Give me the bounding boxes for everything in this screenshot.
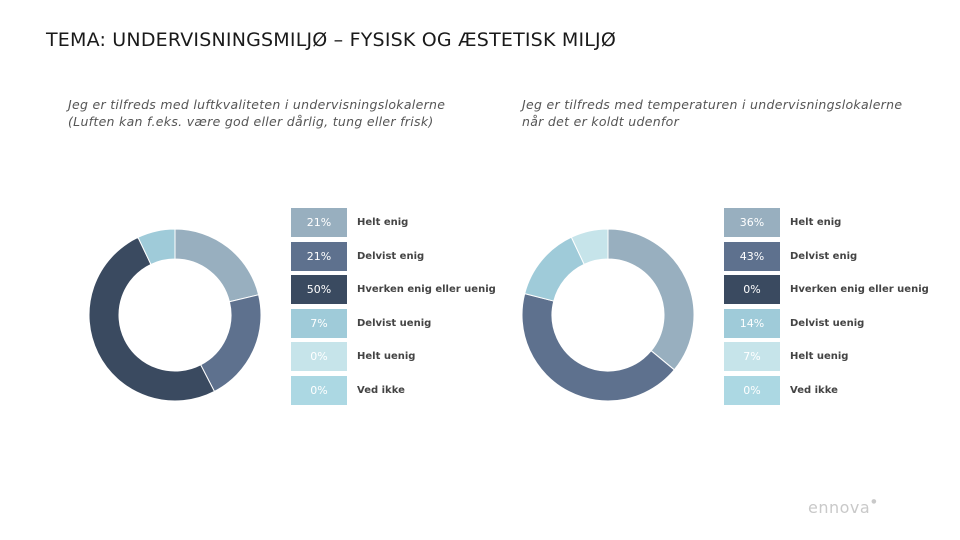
chart-title-air-quality: Jeg er tilfreds med luftkvaliteten i und…	[68, 96, 488, 130]
legend-value-label: 0%	[724, 375, 780, 405]
donut-chart-temperature	[521, 228, 695, 402]
legend-value-label: 50%	[291, 275, 347, 304]
chart-title-line: Jeg er tilfreds med luftkvaliteten i und…	[68, 97, 446, 112]
legend-row-ved-ikke: 0% Ved ikke	[724, 375, 924, 405]
legend-category-label: Ved ikke	[357, 384, 405, 396]
donut-slice-helt-enig	[174, 228, 260, 303]
legend-row-hverken-enig-eller-uenig: 0% Hverken enig eller uenig	[724, 275, 929, 304]
legend-category-label: Hverken enig eller uenig	[790, 284, 929, 295]
legend-row-helt-uenig: 7% Helt uenig	[724, 342, 924, 371]
chart-title-line: Jeg er tilfreds med temperaturen i under…	[522, 97, 903, 112]
legend-row-hverken-enig-eller-uenig: 50% Hverken enig eller uenig	[291, 275, 496, 304]
donut-slice-delvist-uenig	[137, 228, 176, 266]
legend-row-delvist-enig: 21% Delvist enig	[291, 241, 491, 271]
legend-value-label: 0%	[291, 375, 347, 405]
legend-category-label: Ved ikke	[790, 384, 838, 396]
legend-category-label: Helt enig	[357, 217, 409, 228]
logo-text: ennova	[808, 498, 871, 517]
legend-category-label: Helt enig	[790, 217, 842, 228]
legend-value-label: 7%	[291, 308, 347, 338]
donut-chart-air-quality	[88, 228, 262, 402]
ennova-logo: ennova●	[808, 498, 877, 517]
legend-category-label: Delvist enig	[790, 250, 858, 262]
chart-title-line: når det er koldt udenfor	[522, 114, 680, 129]
legend-category-label: Helt uenig	[357, 351, 416, 362]
chart-title-line: (Luften kan f.eks. være god eller dårlig…	[68, 114, 434, 129]
legend-value-label: 0%	[291, 342, 347, 371]
legend-row-ved-ikke: 0% Ved ikke	[291, 375, 491, 405]
logo-mark: ●	[871, 498, 877, 505]
legend-row-helt-enig: 36% Helt enig	[724, 208, 924, 237]
page-title: TEMA: UNDERVISNINGSMILJØ – FYSISK OG ÆST…	[46, 29, 616, 51]
legend-category-label: Delvist uenig	[790, 317, 865, 329]
donut-slice-delvist-uenig	[524, 236, 585, 302]
legend-row-helt-uenig: 0% Helt uenig	[291, 342, 491, 371]
legend-row-delvist-uenig: 14% Delvist uenig	[724, 308, 924, 338]
legend-value-label: 43%	[724, 241, 780, 271]
legend-row-delvist-enig: 43% Delvist enig	[724, 241, 924, 271]
legend-value-label: 0%	[724, 275, 780, 304]
legend-value-label: 21%	[291, 241, 347, 271]
legend-value-label: 21%	[291, 208, 347, 237]
legend-row-helt-enig: 21% Helt enig	[291, 208, 491, 237]
legend-value-label: 7%	[724, 342, 780, 371]
legend-value-label: 36%	[724, 208, 780, 237]
donut-slice-helt-enig	[607, 228, 695, 371]
donut-slice-delvist-enig	[521, 293, 675, 402]
legend-row-delvist-uenig: 7% Delvist uenig	[291, 308, 491, 338]
chart-title-temperature: Jeg er tilfreds med temperaturen i under…	[522, 96, 942, 130]
legend-category-label: Hverken enig eller uenig	[357, 284, 496, 295]
legend-category-label: Helt uenig	[790, 351, 849, 362]
donut-slice-helt-uenig	[570, 228, 609, 265]
legend-category-label: Delvist enig	[357, 250, 425, 262]
donut-slice-hverken-enig-eller-uenig	[88, 236, 216, 402]
legend-category-label: Delvist uenig	[357, 317, 432, 329]
donut-slice-delvist-enig	[199, 294, 262, 393]
legend-value-label: 14%	[724, 308, 780, 338]
